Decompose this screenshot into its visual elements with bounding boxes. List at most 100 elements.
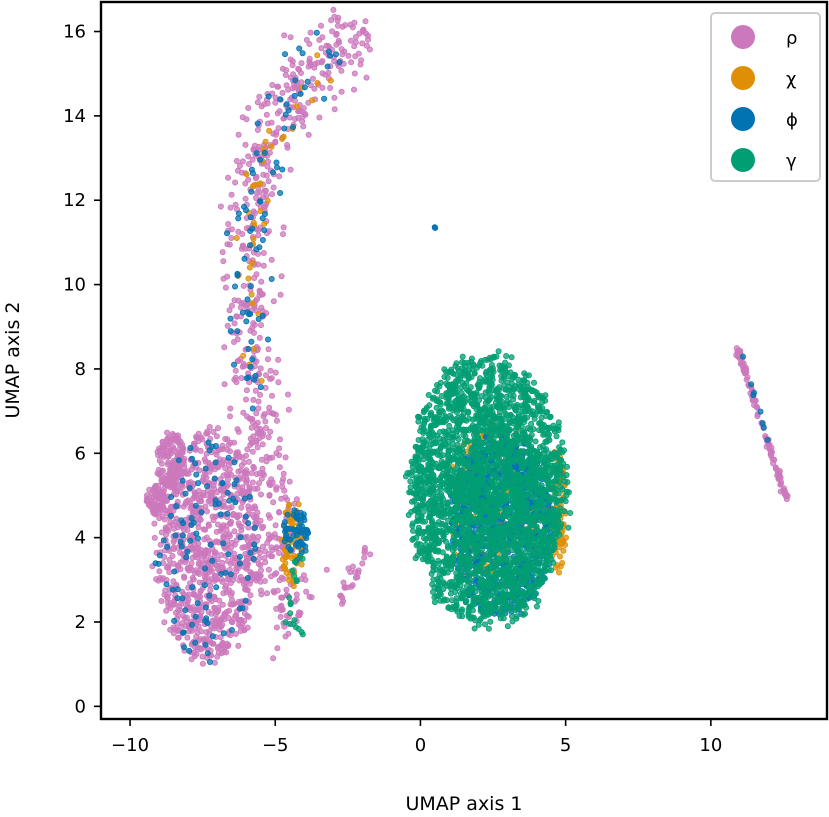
scatter-point bbox=[220, 258, 227, 265]
scatter-point bbox=[158, 505, 165, 512]
scatter-point bbox=[249, 183, 256, 190]
scatter-point bbox=[245, 345, 252, 352]
scatter-point bbox=[218, 552, 225, 559]
scatter-point bbox=[783, 496, 790, 503]
scatter-point bbox=[277, 613, 284, 620]
scatter-point bbox=[161, 591, 168, 598]
scatter-point bbox=[254, 120, 261, 127]
scatter-point bbox=[248, 188, 255, 195]
scatter-point bbox=[740, 353, 747, 360]
scatter-point bbox=[366, 46, 373, 53]
scatter-point bbox=[440, 496, 447, 503]
scatter-point bbox=[225, 220, 232, 227]
scatter-point bbox=[180, 644, 187, 651]
scatter-point bbox=[270, 655, 277, 662]
scatter-point bbox=[242, 245, 249, 252]
scatter-point bbox=[170, 578, 177, 585]
scatter-point bbox=[495, 348, 502, 355]
scatter-point bbox=[235, 642, 242, 649]
scatter-point bbox=[440, 536, 447, 543]
scatter-point bbox=[248, 291, 255, 298]
scatter-point bbox=[210, 428, 217, 435]
scatter-point bbox=[429, 581, 436, 588]
scatter-point bbox=[225, 614, 232, 621]
scatter-point bbox=[256, 334, 263, 341]
scatter-point bbox=[407, 478, 414, 485]
scatter-point bbox=[259, 543, 266, 550]
scatter-point bbox=[331, 58, 338, 65]
scatter-point bbox=[246, 485, 253, 492]
scatter-point bbox=[168, 493, 175, 500]
scatter-point bbox=[228, 226, 235, 233]
scatter-point bbox=[183, 470, 190, 477]
scatter-point bbox=[257, 491, 264, 498]
scatter-point bbox=[264, 120, 271, 127]
scatter-point bbox=[209, 557, 216, 564]
scatter-point bbox=[559, 537, 566, 544]
scatter-point bbox=[505, 362, 512, 369]
scatter-point bbox=[301, 84, 308, 91]
scatter-point bbox=[349, 24, 356, 31]
scatter-point bbox=[335, 14, 342, 21]
scatter-point bbox=[188, 455, 195, 462]
scatter-point bbox=[261, 227, 268, 234]
scatter-point bbox=[169, 443, 176, 450]
scatter-point bbox=[195, 606, 202, 613]
scatter-point bbox=[224, 489, 231, 496]
scatter-point bbox=[233, 157, 240, 164]
scatter-point bbox=[250, 235, 257, 242]
scatter-point bbox=[289, 62, 296, 69]
scatter-point bbox=[268, 573, 275, 580]
scatter-point bbox=[202, 565, 209, 572]
scatter-point bbox=[287, 34, 294, 41]
scatter-point bbox=[276, 436, 283, 443]
scatter-point bbox=[217, 511, 224, 518]
scatter-point bbox=[247, 592, 254, 599]
scatter-point bbox=[231, 459, 238, 466]
scatter-point bbox=[270, 130, 277, 137]
scatter-point bbox=[279, 231, 286, 238]
scatter-point bbox=[306, 593, 313, 600]
scatter-point bbox=[273, 417, 280, 424]
scatter-point bbox=[524, 448, 531, 455]
scatter-point bbox=[250, 463, 257, 470]
scatter-point bbox=[253, 425, 260, 432]
scatter-point bbox=[188, 621, 195, 628]
scatter-point bbox=[280, 133, 287, 140]
scatter-point bbox=[180, 520, 187, 527]
scatter-point bbox=[198, 628, 205, 635]
scatter-point bbox=[214, 521, 221, 528]
scatter-point bbox=[259, 236, 266, 243]
scatter-point bbox=[227, 580, 234, 587]
scatter-point bbox=[294, 528, 301, 535]
scatter-point bbox=[280, 470, 287, 477]
scatter-point bbox=[295, 516, 302, 523]
scatter-point bbox=[224, 558, 231, 565]
scatter-point bbox=[219, 480, 226, 487]
scatter-point bbox=[221, 381, 228, 388]
scatter-point bbox=[187, 537, 194, 544]
scatter-point bbox=[243, 171, 250, 178]
scatter-point bbox=[202, 617, 209, 624]
scatter-point bbox=[194, 535, 201, 542]
scatter-point bbox=[273, 450, 280, 457]
scatter-point bbox=[226, 307, 233, 314]
scatter-point bbox=[460, 449, 467, 456]
scatter-point bbox=[178, 600, 185, 607]
scatter-point bbox=[273, 484, 280, 491]
scatter-point bbox=[211, 659, 218, 666]
scatter-point bbox=[263, 590, 270, 597]
scatter-point bbox=[227, 592, 234, 599]
scatter-point bbox=[217, 486, 224, 493]
scatter-point bbox=[181, 574, 188, 581]
scatter-point bbox=[314, 52, 321, 59]
scatter-point bbox=[159, 513, 166, 520]
scatter-point bbox=[232, 631, 239, 638]
scatter-point bbox=[192, 502, 199, 509]
scatter-point bbox=[478, 357, 485, 364]
scatter-point bbox=[309, 75, 316, 82]
scatter-point bbox=[231, 376, 238, 383]
scatter-point bbox=[235, 428, 242, 435]
scatter-point bbox=[235, 468, 242, 475]
